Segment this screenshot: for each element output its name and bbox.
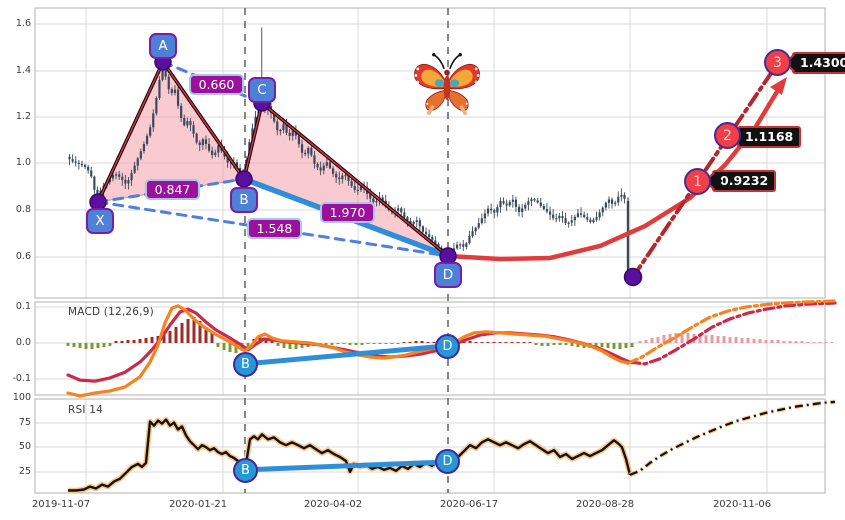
- butterfly-icon: [414, 53, 480, 116]
- macd-point-d: D: [435, 334, 460, 359]
- date-label: 2020-06-17: [439, 499, 499, 510]
- rsi-tick: 25: [18, 466, 31, 477]
- macd-title: MACD (12,26,9): [68, 306, 154, 318]
- price-tick: 1.6: [15, 18, 31, 29]
- price-tick: 1.2: [15, 111, 31, 122]
- rsi-tick: 100: [12, 392, 31, 403]
- price-tick: 1.4: [15, 65, 31, 76]
- macd-tick: -0.1: [12, 373, 31, 384]
- target-circle-3: 3: [764, 49, 791, 76]
- target-price-tag-1: 0.9232: [712, 170, 777, 192]
- point-label-c: C: [248, 77, 276, 103]
- ratio-label-bd: 1.970: [320, 202, 375, 223]
- price-tick: 0.6: [15, 251, 31, 262]
- point-label-b: B: [230, 187, 258, 213]
- point-label-a: A: [149, 33, 177, 59]
- date-label: 2019-11-07: [31, 499, 91, 510]
- date-label: 2020-08-28: [575, 499, 635, 510]
- price-tick: 0.8: [15, 204, 31, 215]
- ratio-label-ac: 0.660: [189, 74, 244, 95]
- macd-tick: 0.0: [15, 337, 31, 348]
- target-price-tag-3: 1.4300: [792, 52, 845, 74]
- date-label: 2020-01-21: [168, 499, 228, 510]
- rsi-point-b: B: [233, 458, 258, 483]
- macd-point-b: B: [233, 352, 258, 377]
- target-circle-1: 1: [684, 168, 711, 195]
- point-label-d: D: [434, 262, 462, 288]
- rsi-tick: 75: [18, 417, 31, 428]
- rsi-point-d: D: [435, 449, 460, 474]
- date-label: 2020-04-02: [303, 499, 363, 510]
- macd-tick: 0.1: [15, 301, 31, 312]
- ratio-label-xb: 0.847: [145, 179, 200, 200]
- target-circle-2: 2: [714, 122, 741, 149]
- ratio-label-xd: 1.548: [247, 218, 302, 239]
- rsi-tick: 50: [18, 441, 31, 452]
- date-label: 2020-11-06: [712, 499, 772, 510]
- rsi-title: RSI 14: [68, 404, 103, 416]
- target-price-tag-2: 1.1168: [737, 126, 802, 148]
- price-tick: 1.0: [15, 157, 31, 168]
- point-label-x: X: [86, 208, 114, 234]
